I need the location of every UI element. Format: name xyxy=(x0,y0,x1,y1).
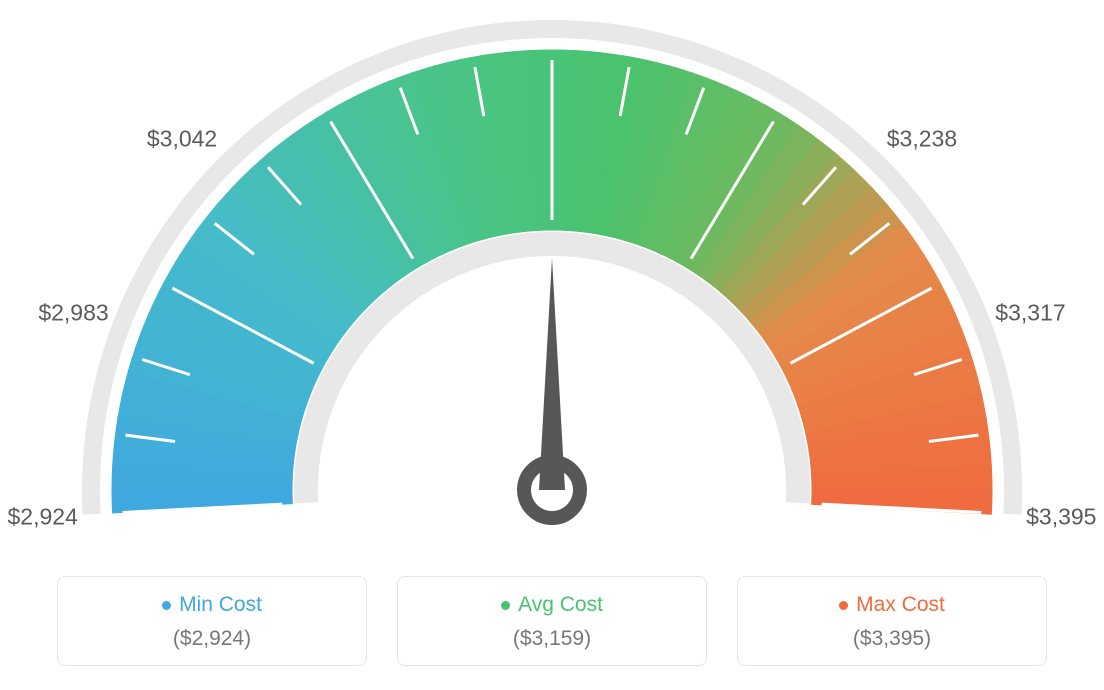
legend-dot-max xyxy=(839,601,848,610)
gauge-scale-label: $3,238 xyxy=(887,125,957,152)
legend-dot-min xyxy=(162,601,171,610)
gauge-scale-label: $3,042 xyxy=(147,125,217,152)
legend-title-max: Max Cost xyxy=(839,593,945,617)
legend-title-avg: Avg Cost xyxy=(501,593,603,617)
legend-value-min: ($2,924) xyxy=(68,627,356,651)
legend-dot-avg xyxy=(501,601,510,610)
gauge-scale-label: $3,395 xyxy=(1026,503,1096,530)
legend-value-max: ($3,395) xyxy=(748,627,1036,651)
gauge-scale-label: $3,317 xyxy=(995,300,1065,327)
legend-value-avg: ($3,159) xyxy=(408,627,696,651)
gauge-scale-label: $2,983 xyxy=(38,300,108,327)
legend-label-max: Max Cost xyxy=(856,593,945,617)
gauge-chart: $2,924$2,983$3,042$3,159$3,238$3,317$3,3… xyxy=(0,0,1104,520)
legend-row: Min Cost ($2,924) Avg Cost ($3,159) Max … xyxy=(0,576,1104,666)
legend-label-min: Min Cost xyxy=(179,593,262,617)
gauge-scale-label: $2,924 xyxy=(8,503,78,530)
legend-card-min: Min Cost ($2,924) xyxy=(57,576,367,666)
gauge-svg xyxy=(0,0,1104,560)
legend-title-min: Min Cost xyxy=(162,593,262,617)
legend-card-max: Max Cost ($3,395) xyxy=(737,576,1047,666)
legend-card-avg: Avg Cost ($3,159) xyxy=(397,576,707,666)
legend-label-avg: Avg Cost xyxy=(518,593,603,617)
